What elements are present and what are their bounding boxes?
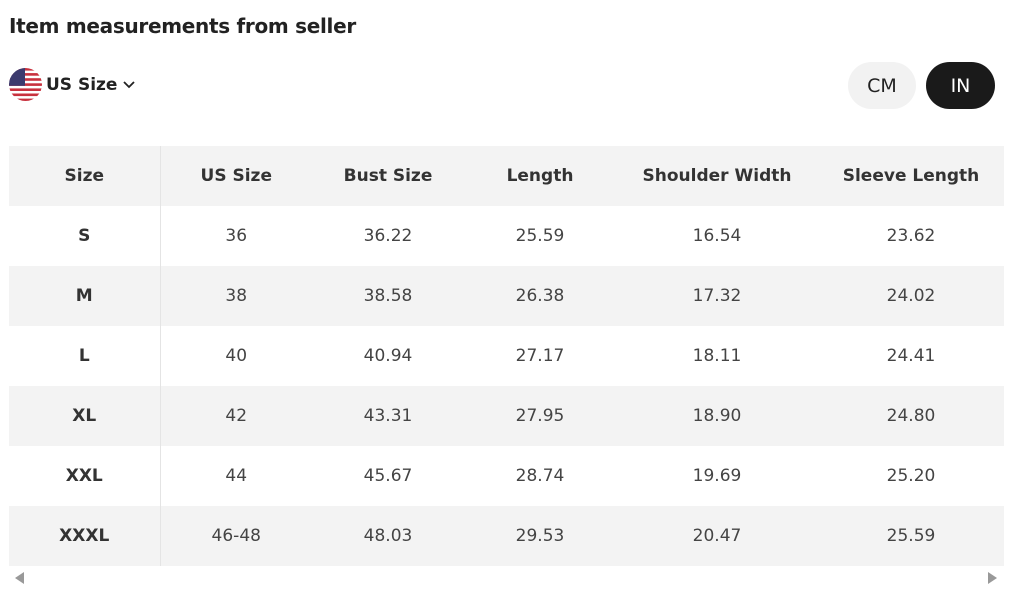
measurement-cell: 18.11 (692, 346, 742, 366)
us-flag (9, 68, 42, 101)
measurement-cell: 24.80 (818, 386, 1004, 446)
measurement-cell: 25.59 (515, 226, 565, 246)
measurement-cell: 25.20 (886, 466, 936, 486)
scroll-right[interactable] (988, 572, 997, 584)
scroll-left[interactable] (15, 572, 24, 584)
column-header: Bust Size (312, 146, 464, 206)
measurement-cell: 38.58 (312, 266, 464, 326)
column-header: Sleeve Length (818, 146, 1004, 206)
size-cell: XXL (9, 446, 161, 506)
title: Item measurements from seller (9, 14, 356, 38)
measurement-cell: 38 (160, 266, 312, 326)
measurement-cell: 16.54 (692, 226, 742, 246)
unit-cm-button[interactable]: CM (848, 62, 916, 109)
measurement-cell: 40 (225, 346, 248, 366)
measurement-cell: 23.62 (886, 226, 936, 246)
measurement-cell: 19.69 (692, 466, 742, 486)
measurement-cell: 27.17 (515, 346, 565, 366)
measurement-cell: 27.95 (464, 386, 616, 446)
table-row: M 38 38.58 26.38 17.32 24.02 (9, 266, 1004, 326)
table-row: S 36 36.22 25.59 16.54 23.62 (9, 206, 1004, 266)
measurement-cell: 46-48 (160, 506, 312, 566)
column-header: US Size (160, 146, 312, 206)
measurement-cell: 29.53 (464, 506, 616, 566)
chevron-down (123, 80, 136, 88)
column-header: Size (9, 146, 161, 206)
table-body: S 36 36.22 25.59 16.54 23.62 M 38 38.58 26.38 17.3… (9, 206, 1004, 566)
measurement-cell: 26.38 (464, 266, 616, 326)
size-table: Size US Size Bust Size Length Shoulder Width… (9, 146, 1004, 566)
measurement-cell: 17.32 (616, 266, 818, 326)
unit-in-button[interactable]: IN (926, 62, 995, 109)
column-header: Shoulder Width (616, 146, 818, 206)
measurement-cell: 28.74 (515, 466, 565, 486)
table-row: L 40 40.94 27.17 18.11 24.41 (9, 326, 1004, 386)
size-cell: S (9, 206, 161, 266)
measurement-cell: 24.02 (818, 266, 1004, 326)
measurement-cell: 36.22 (363, 226, 413, 246)
measurement-cell: 36 (225, 226, 248, 246)
size-selector[interactable]: US Size (9, 68, 136, 101)
size-cell: XXXL (9, 506, 161, 566)
size-selector-label: US Size (46, 74, 118, 95)
measurement-cell: 24.41 (886, 346, 936, 366)
measurement-cell: 42 (160, 386, 312, 446)
measurement-cell: 48.03 (312, 506, 464, 566)
header-row: Size US Size Bust Size Length Shoulder Width… (9, 146, 1004, 206)
scrollbar[interactable] (9, 566, 1004, 590)
table-row: XXL 44 45.67 28.74 19.69 25.20 (9, 446, 1004, 506)
measurement-cell: 20.47 (616, 506, 818, 566)
size-cell: M (9, 266, 161, 326)
size-cell: L (9, 326, 161, 386)
table-row: XXXL 46-48 48.03 29.53 20.47 25.59 (9, 506, 1004, 566)
size-cell: XL (9, 386, 161, 446)
measurement-cell: 44 (225, 466, 248, 486)
measurement-cell: 45.67 (363, 466, 413, 486)
column-header: Length (464, 146, 616, 206)
measurement-cell: 43.31 (312, 386, 464, 446)
measurement-cell: 40.94 (363, 346, 413, 366)
table-row: XL 42 43.31 27.95 18.90 24.80 (9, 386, 1004, 446)
measurement-cell: 25.59 (818, 506, 1004, 566)
measurement-cell: 18.90 (616, 386, 818, 446)
